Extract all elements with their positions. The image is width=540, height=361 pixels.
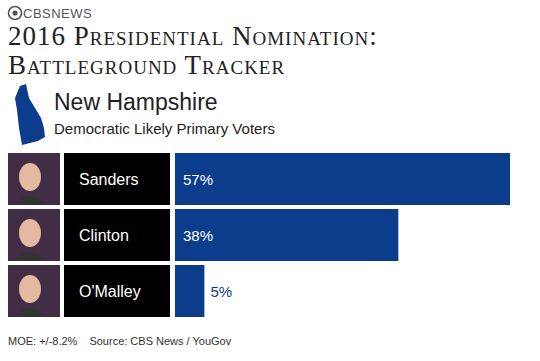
data-label: 5% bbox=[210, 283, 232, 300]
subtitle: Democratic Likely Primary Voters bbox=[54, 120, 275, 137]
bar bbox=[175, 265, 204, 317]
name-box bbox=[64, 153, 170, 205]
photo-shoulders bbox=[14, 308, 46, 317]
photo-shoulders bbox=[14, 252, 46, 261]
name-box bbox=[64, 209, 170, 261]
category-label: Clinton bbox=[79, 227, 129, 244]
photo-face bbox=[19, 219, 41, 247]
photo bbox=[8, 209, 60, 261]
logo-eye bbox=[9, 7, 22, 20]
logo-text: CBSNEWS bbox=[23, 6, 92, 21]
photo-shoulders bbox=[14, 196, 46, 205]
photo-tint bbox=[8, 265, 60, 317]
bars bbox=[175, 153, 510, 317]
annotation: Source: CBS News / YouGov bbox=[89, 335, 231, 347]
data-label: 57% bbox=[183, 171, 213, 188]
photo-face bbox=[19, 163, 41, 191]
logo-eye-outer bbox=[9, 7, 22, 20]
category-label: Sanders bbox=[79, 171, 139, 188]
photo bbox=[8, 153, 60, 205]
photo-bg bbox=[8, 153, 60, 205]
bar bbox=[175, 153, 510, 205]
state-icon bbox=[15, 84, 45, 145]
photo-tint bbox=[8, 209, 60, 261]
title: 2016 Presidential Nomination: Battlegrou… bbox=[8, 22, 458, 80]
labels: Sanders 57% Clinton 38% O'Malley 5% bbox=[8, 153, 232, 317]
bar bbox=[175, 209, 398, 261]
chart: CBSNEWS New Hampshire Democratic Likely Pr… bbox=[0, 0, 540, 361]
category-label: O'Malley bbox=[79, 283, 141, 300]
photo-face bbox=[19, 275, 41, 303]
name-box bbox=[64, 265, 170, 317]
logo-eye-pupil bbox=[12, 10, 17, 15]
photo-bg bbox=[8, 209, 60, 261]
region: New Hampshire bbox=[54, 89, 218, 115]
photo-tint bbox=[8, 153, 60, 205]
data-label: 38% bbox=[183, 227, 213, 244]
photo-bg bbox=[8, 265, 60, 317]
annotation: MOE: +/-8.2% bbox=[8, 335, 78, 347]
photo bbox=[8, 265, 60, 317]
